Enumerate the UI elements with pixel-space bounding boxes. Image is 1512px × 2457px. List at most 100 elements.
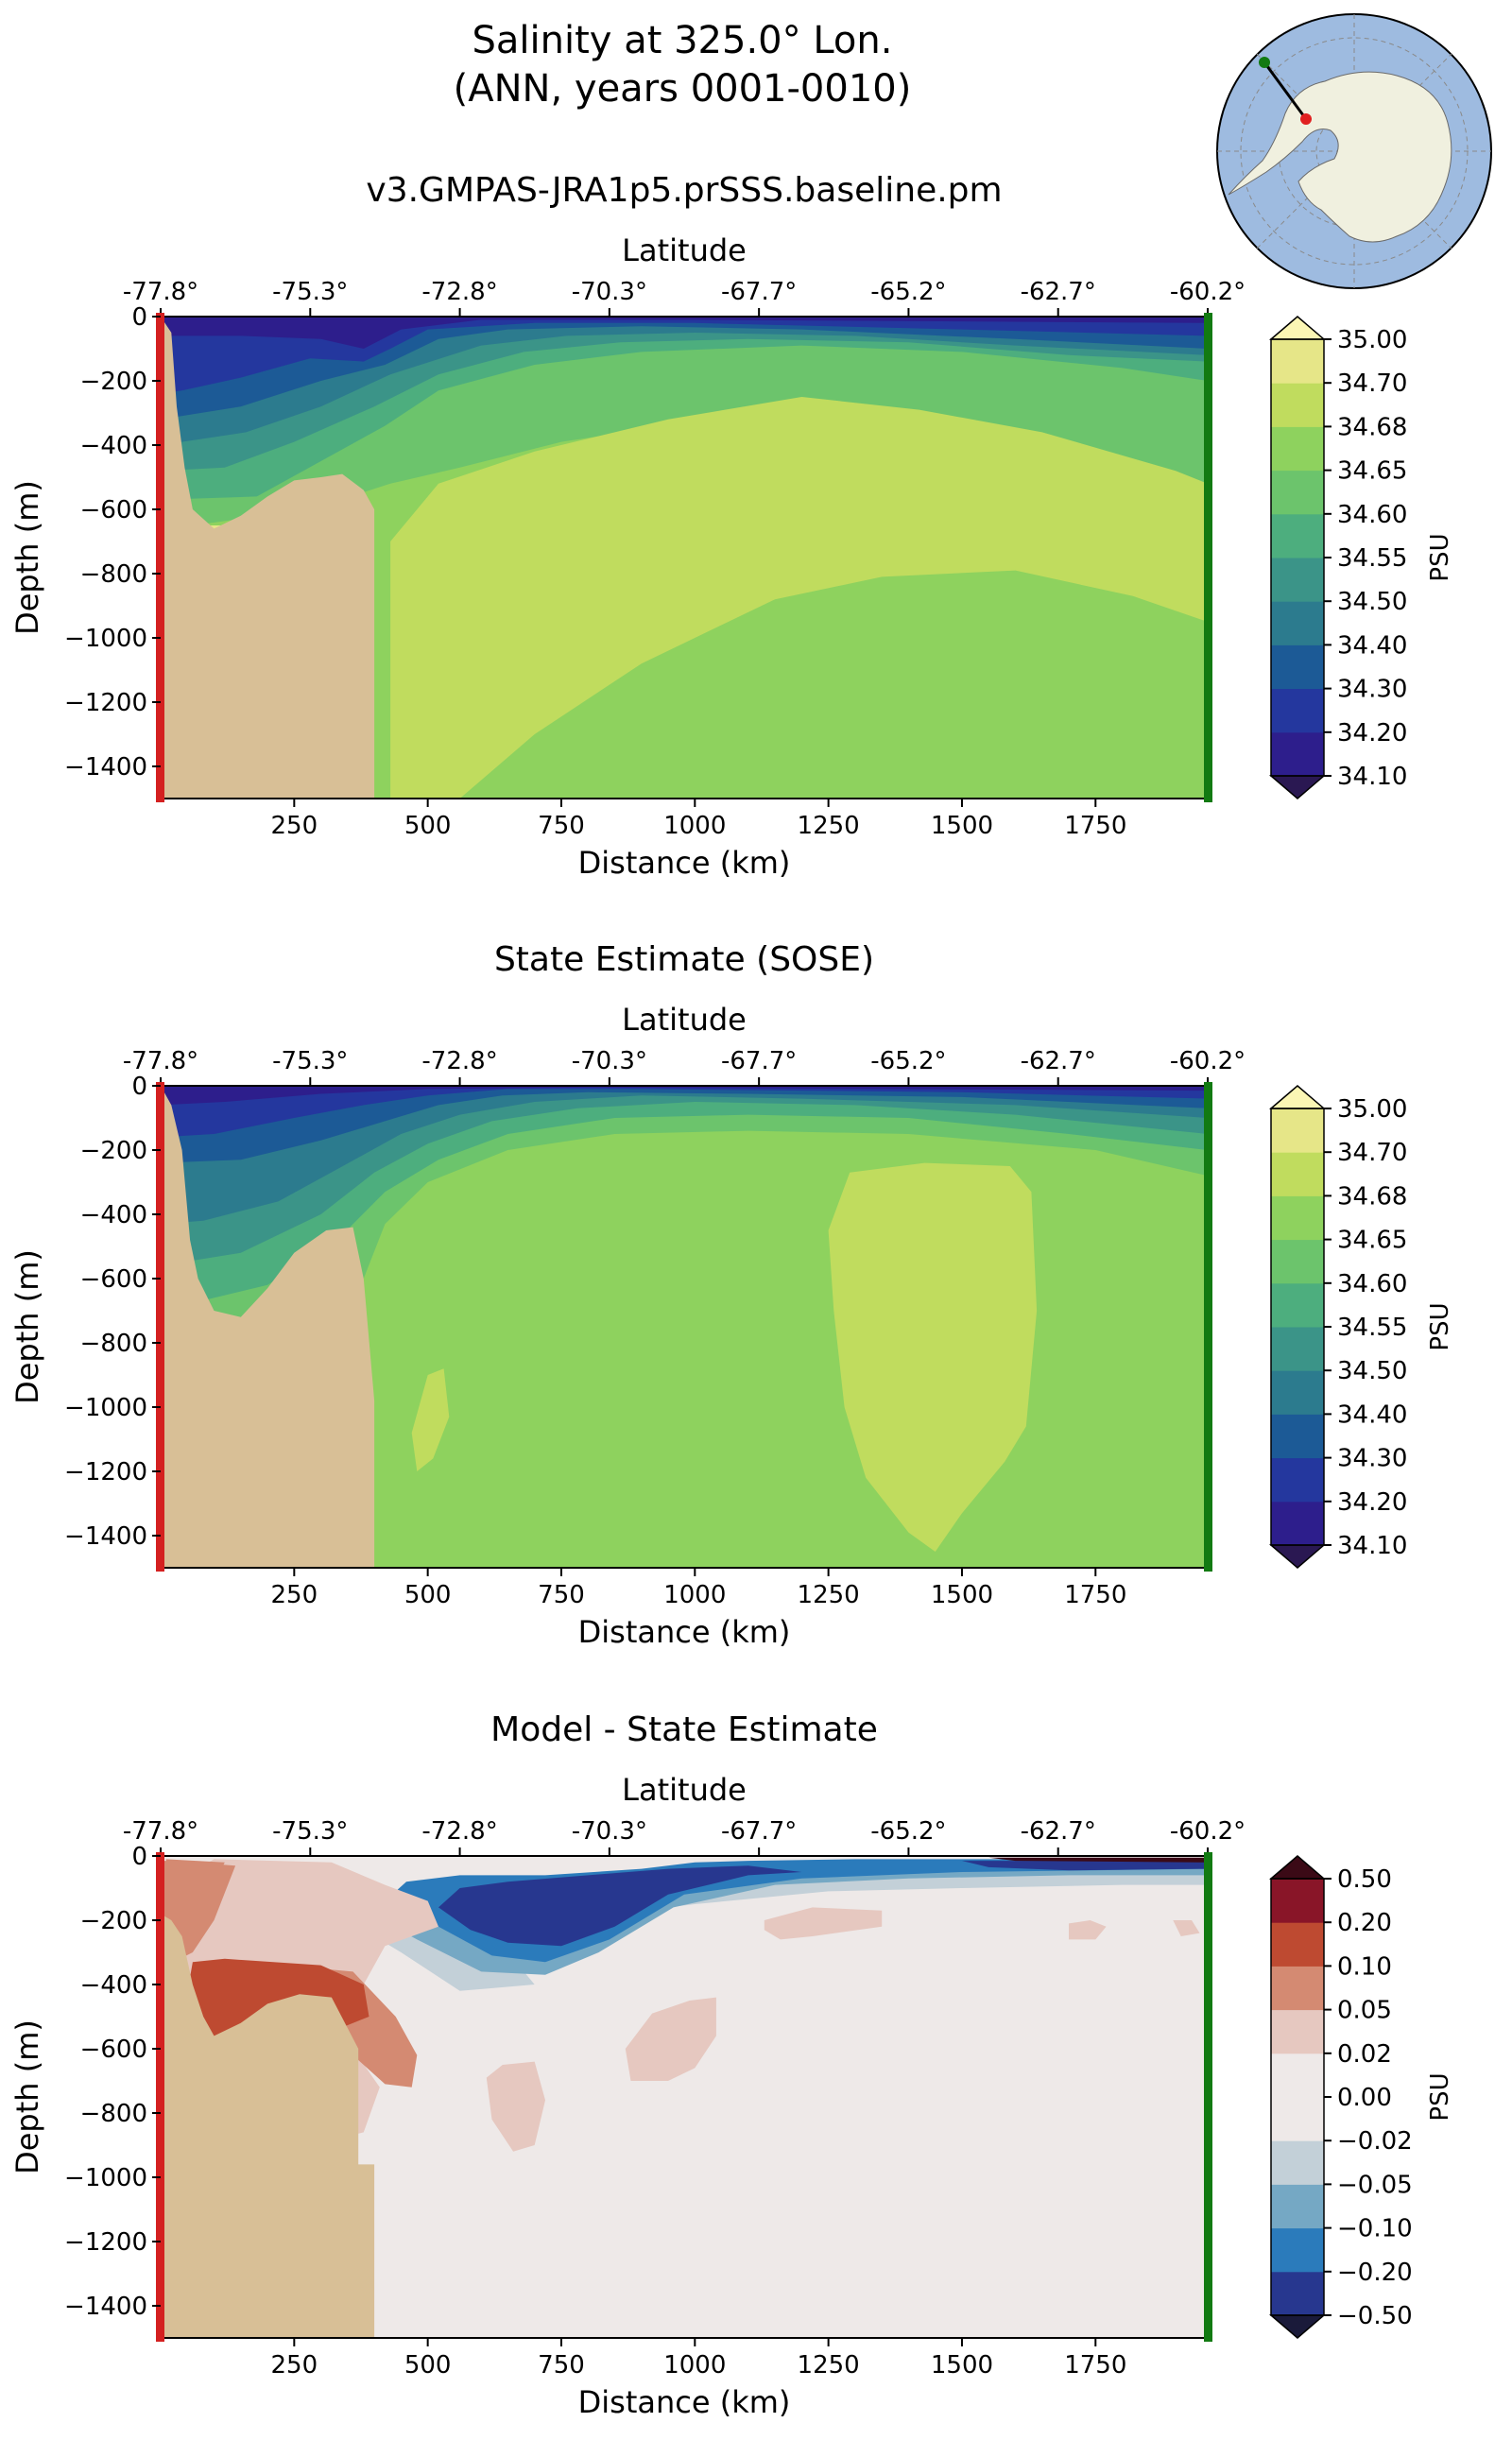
x-tick-label: 750 [538,812,585,840]
top-tick-label: -77.8° [123,1817,198,1846]
top-tick-label: -70.3° [572,1817,647,1846]
colorbar-label: PSU [1426,2072,1454,2121]
colorbar-extend-top [1268,316,1327,340]
y-axis-label: Depth (m) [9,2019,45,2174]
colorbar-tick-label: 34.20 [1337,1488,1407,1517]
colorbar-tick-label: 35.00 [1337,1095,1407,1124]
contour-band [411,1368,450,1471]
contour-band [161,317,1208,445]
figure-title: Salinity at 325.0° Lon. [472,19,893,62]
y-tick-label: −600 [80,2036,147,2064]
colorbar-tick-label: 0.05 [1337,1997,1392,2025]
colorbar-segment [1271,2184,1324,2229]
y-tick-label: −1000 [64,1394,147,1422]
transect-end-marker [1204,313,1212,802]
colorbar-segment [1271,383,1324,427]
colorbar-segment [1271,2140,1324,2185]
panel-title: State Estimate (SOSE) [494,940,874,979]
contour-band [165,1859,225,1952]
plot-area [156,313,1212,802]
colorbar-extend-bottom [1268,775,1327,799]
contour-band [161,1086,1208,1163]
top-tick-label: -60.2° [1170,278,1246,306]
colorbar-extend-top [1268,1085,1327,1109]
y-tick-label: −200 [80,1137,147,1165]
colorbar-segment [1271,1282,1324,1328]
locator-map [1216,13,1492,289]
colorbar-segment [1271,1922,1324,1967]
colorbar-tick-label: 34.70 [1337,1139,1407,1167]
y-tick-label: −1400 [64,2293,147,2321]
top-tick-label: -75.3° [272,1047,348,1075]
top-tick-label: -77.8° [123,278,198,306]
colorbar-segment [1271,339,1324,384]
y-tick-label: −800 [80,560,147,589]
x-tick-label: 500 [404,812,452,840]
colorbar: 34.10 34.20 34.30 34.40 34.50 34.55 34.60 34.65… [1268,1085,1407,1569]
top-tick-label: -77.8° [123,1047,198,1075]
colorbar-tick-label: 34.10 [1337,1532,1407,1560]
contour-band [161,1086,1208,1225]
panel-difference: Model - State Estimate Latitude -77.8° -7… [9,1710,1454,2420]
y-axis-label: Depth (m) [9,480,45,635]
colorbar-segment [1271,1966,1324,2011]
antarctica-landmass [1228,71,1452,243]
transect-start-dot [1300,113,1312,125]
contour-band [486,2061,545,2152]
colorbar-segment [1271,2227,1324,2273]
y-tick-label: −1400 [64,1522,147,1551]
x-tick-label: 250 [271,1581,318,1609]
colorbar-tick-label: 34.60 [1337,1270,1407,1298]
contour-band [828,1162,1038,1552]
x-tick-label: 1750 [1064,812,1126,840]
x-tick-label: 1000 [663,1581,726,1609]
top-axis-label: Latitude [622,1002,747,1038]
colorbar-segment [1271,1327,1324,1371]
colorbar: 34.10 34.20 34.30 34.40 34.50 34.55 34.60 34.65… [1268,316,1407,799]
transect-start-marker [156,313,164,802]
x-tick-labels: 250 500 750 1000 1250 1500 1750 [271,799,1126,840]
transect-end-marker [1204,1082,1212,1572]
contour-band [988,1857,1208,1863]
colorbar-segment [1271,644,1324,690]
transect-start-marker [156,1082,164,1572]
colorbar-tick-label: 34.40 [1337,631,1407,660]
y-tick-label: −400 [80,432,147,460]
y-tick-label: −1400 [64,753,147,782]
y-tick-labels: 0 −200 −400 −600 −800 −1000 −1200 −1400 [64,1843,161,2321]
contour-band [161,1086,1208,1266]
y-tick-label: −1200 [64,1458,147,1486]
colorbar-tick-label: −0.20 [1337,2259,1413,2287]
x-tick-label: 1750 [1064,2351,1126,2380]
colorbar-tick-label: −0.02 [1337,2127,1413,2156]
y-tick-label: 0 [131,1073,147,1101]
colorbar-segment [1271,2271,1324,2316]
x-tick-label: 1250 [798,2351,860,2380]
top-tick-labels: -77.8° -75.3° -72.8° -70.3° -67.7° -65.2° -62.… [123,278,1246,317]
top-tick-label: -67.7° [721,1817,797,1846]
panel-title: Model - State Estimate [490,1710,878,1749]
y-tick-label: −1000 [64,2164,147,2192]
top-tick-label: -70.3° [572,278,647,306]
contour-band [625,1997,716,2081]
salinity-contours [161,317,1209,799]
y-tick-label: −1200 [64,689,147,717]
colorbar-extend-bottom [1268,1544,1327,1569]
y-tick-labels: 0 −200 −400 −600 −800 −1000 −1200 −1400 [64,303,161,782]
y-tick-label: 0 [131,1843,147,1871]
x-tick-label: 1000 [663,2351,726,2380]
top-tick-label: -67.7° [721,1047,797,1075]
colorbar-segment [1271,688,1324,733]
x-tick-label: 1500 [931,1581,993,1609]
top-tick-label: -72.8° [421,1047,497,1075]
y-tick-label: 0 [131,303,147,332]
transect-line [1263,61,1308,120]
topography-mask [161,1086,375,1568]
top-tick-label: -62.7° [1021,1047,1096,1075]
contour-band [390,397,1209,799]
colorbar-segment [1271,1108,1324,1153]
colorbar-tick-label: 34.65 [1337,457,1407,486]
colorbar-tick-label: 0.00 [1337,2084,1392,2112]
x-tick-label: 1250 [798,812,860,840]
panel-model: v3.GMPAS-JRA1p5.prSSS.baseline.pm Latitu… [9,171,1454,881]
